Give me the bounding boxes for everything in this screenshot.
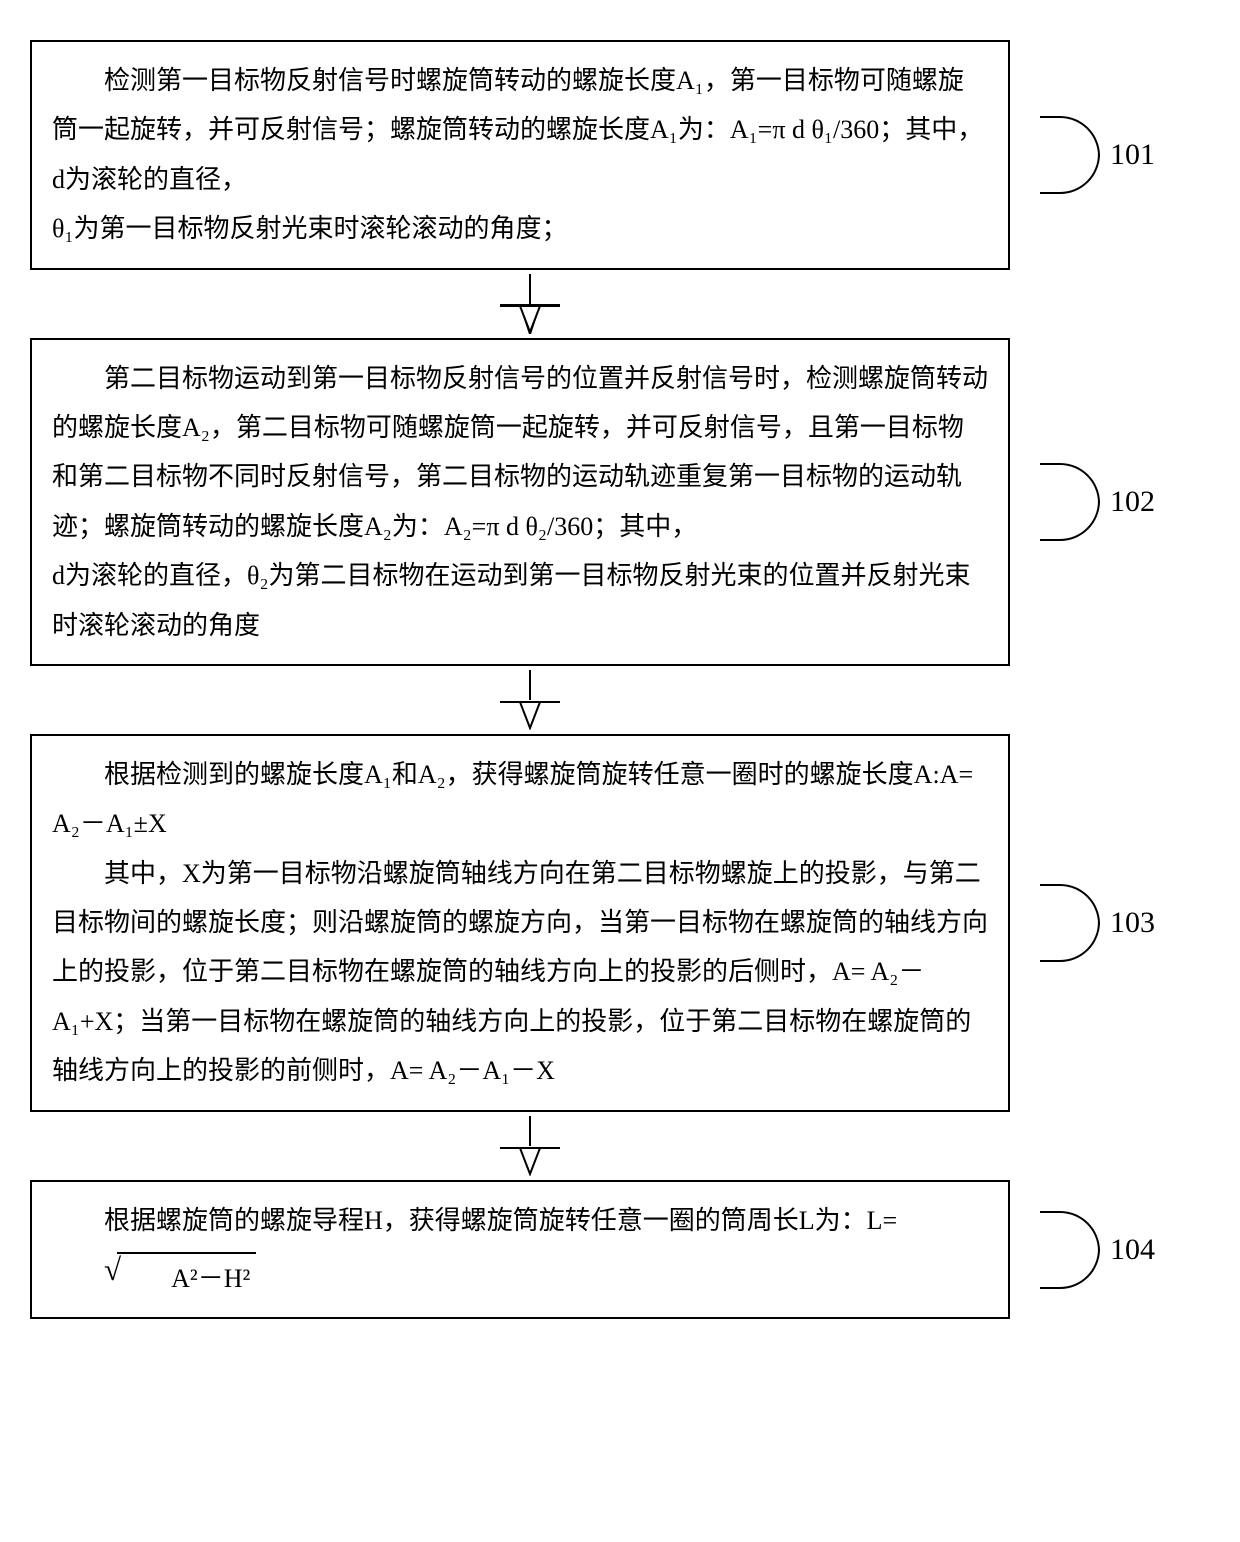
step-text: d为滚轮的直径，θ₂为第二目标物在运动到第一目标物反射光束的位置并反射光束时滚轮… <box>52 551 988 650</box>
step-number: 104 <box>1110 1233 1155 1267</box>
step-box-104: 根据螺旋筒的螺旋导程H，获得螺旋筒旋转任意一圈的筒周长L为：L= √A²－H² <box>30 1180 1010 1320</box>
sqrt-expression: √A²－H² <box>52 1252 256 1303</box>
arrow-head-icon <box>500 1146 560 1176</box>
step-label-102: 102 <box>1040 485 1155 519</box>
arrow-head-icon <box>500 700 560 730</box>
flow-row: 第二目标物运动到第一目标物反射信号的位置并反射信号时，检测螺旋筒转动的螺旋长度A… <box>30 338 1210 666</box>
flow-row: 根据螺旋筒的螺旋导程H，获得螺旋筒旋转任意一圈的筒周长L为：L= √A²－H² … <box>30 1180 1210 1320</box>
step-text: 检测第一目标物反射信号时螺旋筒转动的螺旋长度A₁，第一目标物可随螺旋筒一起旋转，… <box>52 56 988 204</box>
step-text: 根据螺旋筒的螺旋导程H，获得螺旋筒旋转任意一圈的筒周长L为：L= √A²－H² <box>52 1196 988 1304</box>
step-label-101: 101 <box>1040 138 1155 172</box>
flow-row: 根据检测到的螺旋长度A₁和A₂，获得螺旋筒旋转任意一圈时的螺旋长度A:A= A₂… <box>30 734 1210 1112</box>
flow-arrow <box>500 670 560 730</box>
flow-arrow <box>500 1116 560 1176</box>
step-box-102: 第二目标物运动到第一目标物反射信号的位置并反射信号时，检测螺旋筒转动的螺旋长度A… <box>30 338 1010 666</box>
step-text: 根据检测到的螺旋长度A₁和A₂，获得螺旋筒旋转任意一圈时的螺旋长度A:A= A₂… <box>52 750 988 849</box>
step-text: θ₁为第一目标物反射光束时滚轮滚动的角度； <box>52 204 988 253</box>
step-number: 101 <box>1110 138 1155 172</box>
step-label-104: 104 <box>1040 1233 1155 1267</box>
step-number: 103 <box>1110 906 1155 940</box>
flow-arrow <box>500 274 560 334</box>
arrow-head-icon <box>500 304 560 334</box>
flow-row: 检测第一目标物反射信号时螺旋筒转动的螺旋长度A₁，第一目标物可随螺旋筒一起旋转，… <box>30 40 1210 270</box>
step-box-101: 检测第一目标物反射信号时螺旋筒转动的螺旋长度A₁，第一目标物可随螺旋筒一起旋转，… <box>30 40 1010 270</box>
step-text: 第二目标物运动到第一目标物反射信号的位置并反射信号时，检测螺旋筒转动的螺旋长度A… <box>52 354 988 552</box>
step-label-103: 103 <box>1040 906 1155 940</box>
step-text: 其中，X为第一目标物沿螺旋筒轴线方向在第二目标物螺旋上的投影，与第二目标物间的螺… <box>52 849 988 1096</box>
radical-icon: √ <box>52 1254 121 1285</box>
step-text-prefix: 根据螺旋筒的螺旋导程H，获得螺旋筒旋转任意一圈的筒周长L为：L= <box>104 1206 897 1235</box>
flowchart-container: 检测第一目标物反射信号时螺旋筒转动的螺旋长度A₁，第一目标物可随螺旋筒一起旋转，… <box>30 40 1210 1319</box>
radicand: A²－H² <box>117 1252 256 1303</box>
step-number: 102 <box>1110 485 1155 519</box>
step-box-103: 根据检测到的螺旋长度A₁和A₂，获得螺旋筒旋转任意一圈时的螺旋长度A:A= A₂… <box>30 734 1010 1112</box>
